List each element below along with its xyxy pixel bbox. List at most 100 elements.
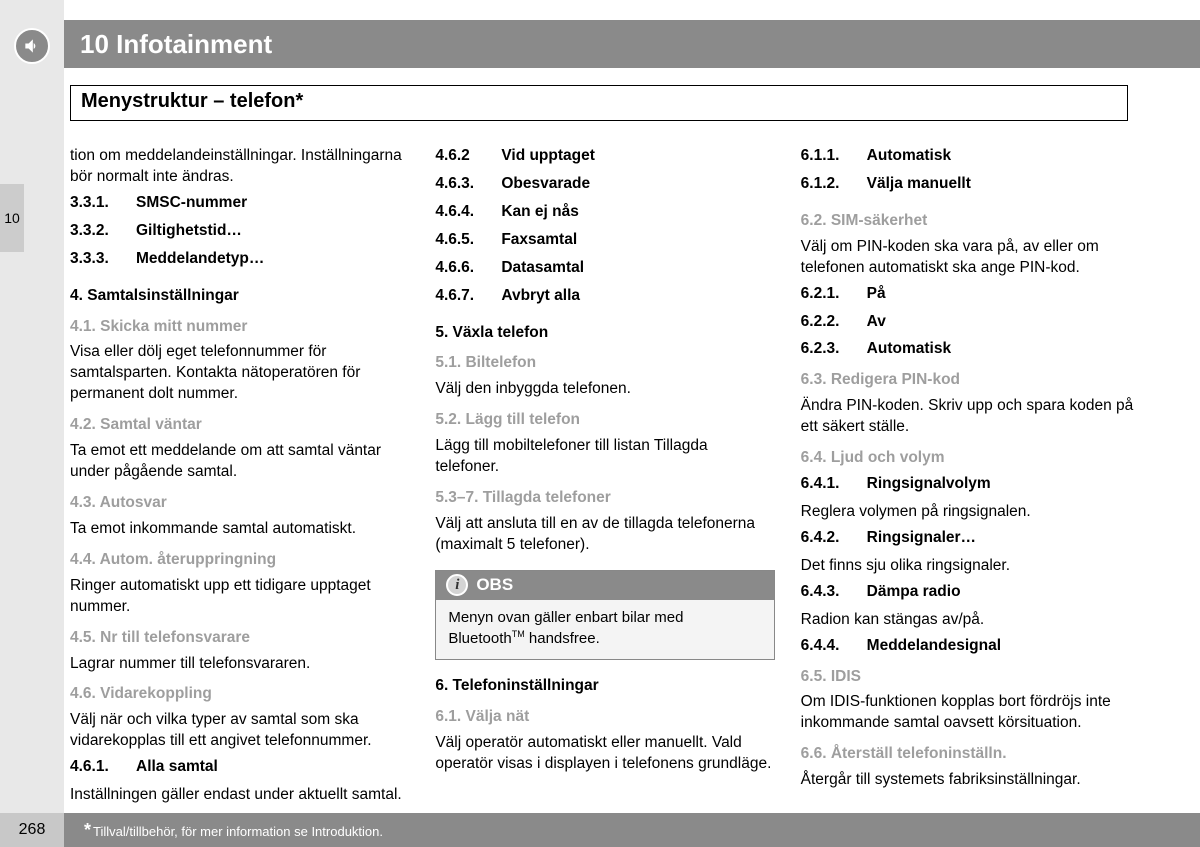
body-52: Lägg till mobiltelefoner till listan Til… (435, 436, 774, 478)
item-label: Automatisk (867, 146, 951, 167)
item-label: Alla samtal (136, 757, 218, 778)
item-number: 6.1.1. (801, 146, 849, 167)
list-item: 6.1.2.Välja manuellt (801, 174, 1140, 195)
item-label: Välja manuellt (867, 174, 971, 195)
footer-note: *Tillval/tillbehör, för mer information … (64, 820, 383, 841)
item-number: 4.6.3. (435, 174, 483, 195)
item-label: Obesvarade (501, 174, 590, 195)
body-41: Visa eller dölj eget telefonnummer för s… (70, 342, 409, 405)
item-number: 4.6.2 (435, 146, 483, 167)
item-label: Giltighetstid… (136, 221, 242, 242)
body-42: Ta emot ett meddelande om att samtal vän… (70, 441, 409, 483)
body-46: Välj när och vilka typer av samtal som s… (70, 710, 409, 752)
item-number: 6.2.2. (801, 312, 849, 333)
body-66: Återgår till systemets fabriksinställnin… (801, 770, 1140, 791)
heading-4: 4. Samtalsinställningar (70, 286, 409, 307)
left-sidebar: 10 (0, 0, 64, 847)
item-label: Meddelandetyp… (136, 249, 264, 270)
heading-45: 4.5. Nr till telefonsvarare (70, 628, 409, 649)
item-label: Meddelandesignal (867, 636, 1001, 657)
section-title: Menystruktur – telefon* (81, 90, 303, 112)
chapter-header: 10 Infotainment (64, 20, 1200, 68)
page-number-label: 268 (19, 821, 46, 839)
list-item: 4.6.4.Kan ej nås (435, 202, 774, 223)
item-label: Vid upptaget (501, 146, 595, 167)
footer: 268 *Tillval/tillbehör, för mer informat… (0, 813, 1200, 847)
body-43: Ta emot inkommande samtal automatiskt. (70, 519, 409, 540)
body-44: Ringer automatiskt upp ett tidigare uppt… (70, 576, 409, 618)
heading-5: 5. Växla telefon (435, 323, 774, 344)
heading-63: 6.3. Redigera PIN-kod (801, 370, 1140, 391)
item-number: 6.4.3. (801, 582, 849, 603)
body-643: Radion kan stängas av/på. (801, 610, 1140, 631)
speaker-icon (14, 28, 50, 64)
item-label: Avbryt alla (501, 286, 580, 307)
body-65: Om IDIS-funktionen kopplas bort fördröjs… (801, 692, 1140, 734)
heading-52: 5.2. Lägg till telefon (435, 410, 774, 431)
item-label: Faxsamtal (501, 230, 577, 251)
heading-66: 6.6. Återställ telefoninställn. (801, 744, 1140, 765)
item-number: 4.6.6. (435, 258, 483, 279)
list-item: 4.6.1. Alla samtal (70, 757, 409, 778)
body-53: Välj att ansluta till en av de tillagda … (435, 514, 774, 556)
content-area: tion om meddelandeinställningar. Inställ… (70, 146, 1140, 811)
body-642: Det finns sju olika ringsignaler. (801, 556, 1140, 577)
info-icon: i (446, 574, 468, 596)
item-label: Ringsignalvolym (867, 474, 991, 495)
list-item: 4.6.2 Vid upptaget (435, 146, 774, 167)
body-641: Reglera volymen på ringsignalen. (801, 502, 1140, 523)
list-item: 4.6.3. Obesvarade (435, 174, 774, 195)
list-item: 4.6.7. Avbryt alla (435, 286, 774, 307)
obs-body: Menyn ovan gäller enbart bilar med Bluet… (436, 600, 773, 660)
item-label: Datasamtal (501, 258, 584, 279)
obs-text-b: handsfree. (525, 630, 600, 647)
column-3: 6.1.1. Automatisk 6.1.2.Välja manuellt 6.… (801, 146, 1140, 811)
item-label: Kan ej nås (501, 202, 579, 223)
heading-41: 4.1. Skicka mitt nummer (70, 317, 409, 338)
list-item: 6.4.1. Ringsignalvolym (801, 474, 1140, 495)
body-61: Välj operatör automatiskt eller manuellt… (435, 733, 774, 775)
list-item: 4.6.5.Faxsamtal (435, 230, 774, 251)
obs-box: i OBS Menyn ovan gäller enbart bilar med… (435, 570, 774, 660)
item-number: 6.2.3. (801, 339, 849, 360)
item-number: 4.6.1. (70, 757, 118, 778)
obs-tm: TM (512, 629, 525, 639)
list-item: 3.3.3.Meddelandetyp… (70, 249, 409, 270)
list-item: 3.3.2. Giltighetstid… (70, 221, 409, 242)
heading-65: 6.5. IDIS (801, 667, 1140, 688)
item-label: Automatisk (867, 339, 951, 360)
intro-text: tion om meddelandeinställningar. Inställ… (70, 146, 409, 188)
heading-6: 6. Telefoninställningar (435, 676, 774, 697)
page-number: 268 (0, 813, 64, 847)
asterisk-icon: * (84, 820, 91, 840)
list-item: 4.6.6. Datasamtal (435, 258, 774, 279)
heading-62: 6.2. SIM-säkerhet (801, 211, 1140, 232)
item-number: 4.6.7. (435, 286, 483, 307)
item-number: 6.4.2. (801, 528, 849, 549)
item-number: 6.4.4. (801, 636, 849, 657)
item-number: 3.3.2. (70, 221, 118, 242)
section-box: Menystruktur – telefon* (70, 85, 1128, 121)
heading-51: 5.1. Biltelefon (435, 353, 774, 374)
column-2: 4.6.2 Vid upptaget 4.6.3. Obesvarade 4.6.4… (435, 146, 774, 811)
heading-64: 6.4. Ljud och volym (801, 448, 1140, 469)
list-item: 6.2.3. Automatisk (801, 339, 1140, 360)
item-label: På (867, 284, 886, 305)
body-62: Välj om PIN-koden ska vara på, av eller … (801, 237, 1140, 279)
body-461: Inställningen gäller endast under aktuel… (70, 785, 409, 806)
heading-46: 4.6. Vidarekoppling (70, 684, 409, 705)
chapter-tab-label: 10 (4, 210, 20, 226)
heading-61: 6.1. Välja nät (435, 707, 774, 728)
list-item: 6.4.3.Dämpa radio (801, 582, 1140, 603)
column-1: tion om meddelandeinställningar. Inställ… (70, 146, 409, 811)
body-63: Ändra PIN-koden. Skriv upp och spara kod… (801, 396, 1140, 438)
item-number: 3.3.1. (70, 193, 118, 214)
item-label: Av (867, 312, 886, 333)
item-number: 6.4.1. (801, 474, 849, 495)
item-label: Ringsignaler… (867, 528, 976, 549)
list-item: 3.3.1.SMSC-nummer (70, 193, 409, 214)
body-51: Välj den inbyggda telefonen. (435, 379, 774, 400)
obs-header: i OBS (436, 571, 773, 600)
chapter-tab: 10 (0, 184, 24, 252)
chapter-title: 10 Infotainment (80, 29, 272, 60)
